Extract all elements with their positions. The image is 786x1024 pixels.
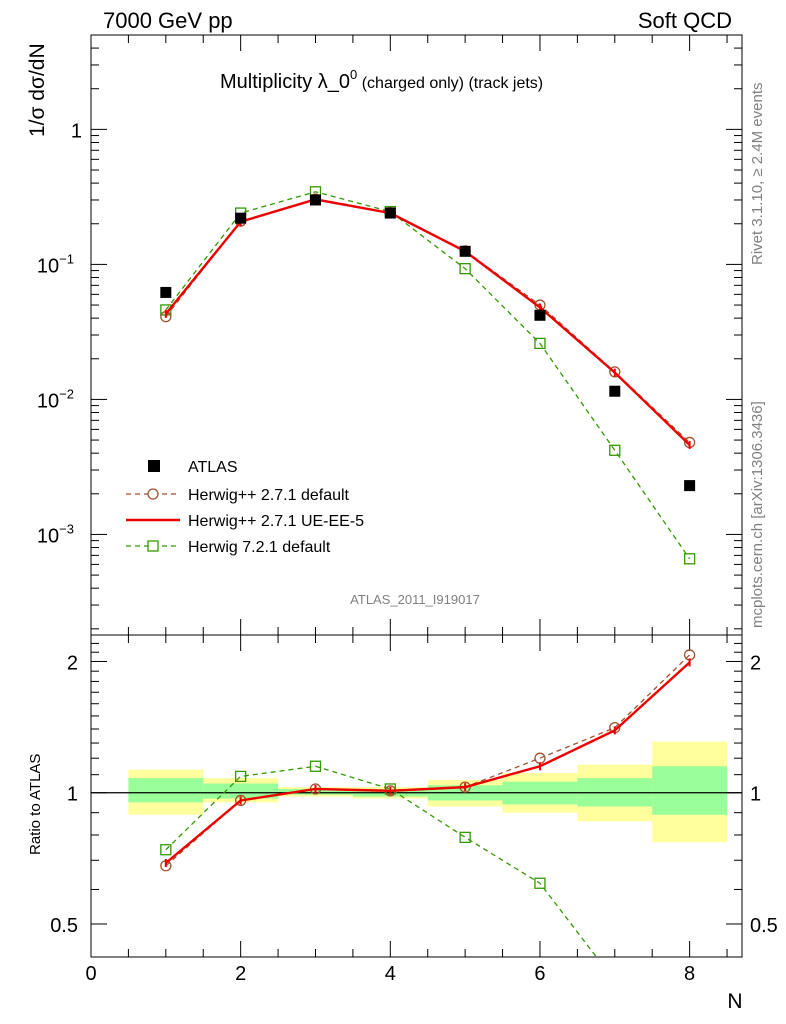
series-ratio-point [610, 976, 620, 986]
legend: ATLAS Herwig++ 2.7.1 default Herwig++ 2.7.… [126, 459, 364, 556]
ratio-tick-label-right: 1 [750, 784, 761, 806]
y-tick-label: 10−2 [37, 386, 74, 412]
y-tick-label-exponent: −1 [59, 251, 74, 266]
ratio-error-bands [91, 741, 742, 843]
ratio-band-green [203, 783, 279, 799]
atlas-data-point [384, 207, 396, 219]
x-tick-label: 6 [534, 963, 545, 985]
chart-title-suffix: (charged only) (track jets) [357, 75, 543, 92]
series-ratio-point [459, 831, 471, 844]
source-label: mcplots.cern.ch [arXiv:1306.3436] [749, 401, 766, 628]
atlas-data-point [609, 385, 621, 397]
ratio-tick-label-left: 1 [67, 784, 78, 806]
y-tick-label-base: 10 [37, 390, 59, 412]
series-ratio-line [165, 654, 691, 867]
y-tick-label-exponent: −2 [59, 386, 74, 401]
atlas-data-point [309, 194, 321, 206]
ratio-plot-frame [90, 634, 743, 958]
legend-marker [148, 460, 160, 472]
y-tick-label-base: 10 [37, 525, 59, 547]
series-point [459, 263, 471, 275]
series-ratio [164, 658, 691, 867]
x-tick-label: 2 [235, 963, 246, 985]
ratio-tick-label-left: 2 [67, 652, 78, 674]
legend-marker [147, 540, 159, 552]
y-tick-label: 10−3 [37, 521, 74, 547]
series-line [165, 191, 691, 560]
series-ratio-point [534, 877, 546, 889]
series-atlas [160, 194, 696, 492]
header-energy: 7000 GeV pp [103, 8, 233, 33]
header-category: Soft QCD [638, 8, 732, 33]
chart-title: Multiplicity λ_00 (charged only) (track … [220, 67, 543, 93]
y-tick-label: 10−1 [37, 251, 74, 277]
rivet-version-label: Rivet 3.1.10, ≥ 2.4M events [749, 83, 766, 266]
axis-ticks: 110−110−210−32 21 10.5 0.50 2 4 6 8 [37, 34, 778, 985]
x-tick-label: 8 [684, 963, 695, 985]
series-layer [160, 186, 696, 986]
ratio-tick-label-right: 0.5 [750, 915, 778, 937]
atlas-data-point [235, 212, 247, 224]
chart-title-superscript: 0 [350, 67, 357, 82]
ratio-tick-label-left: 0.5 [50, 915, 78, 937]
y-tick-label-base: 10 [37, 255, 59, 277]
atlas-data-point [534, 309, 546, 321]
atlas-data-point [684, 480, 696, 492]
atlas-data-point [459, 245, 471, 257]
series-ratio-point [309, 760, 322, 772]
series-point [609, 366, 621, 378]
analysis-id: ATLAS_2011_I919017 [350, 592, 480, 607]
y-tick-label-base: 1 [71, 120, 82, 142]
x-axis-label: N [727, 990, 742, 1013]
series-ratio-line [165, 765, 598, 957]
legend-item: Herwig++ 2.7.1 default [126, 487, 350, 504]
legend-item: ATLAS [148, 459, 238, 476]
series-point [534, 337, 546, 350]
ratio-axis-label: Ratio to ATLAS [27, 754, 44, 855]
series-point [609, 444, 621, 456]
series-ratio-point [160, 844, 172, 856]
y-axis-label: 1/σ dσ/dN [26, 43, 49, 137]
series-line [164, 198, 691, 446]
ratio-band-green [652, 766, 728, 815]
ratio-band-green [128, 778, 204, 803]
x-tick-label: 4 [385, 963, 396, 985]
legend-item: Herwig 7.2.1 default [126, 539, 331, 556]
series-ratio-line [165, 661, 691, 864]
legend-marker [147, 488, 159, 500]
y-tick-label-exponent: −3 [59, 521, 74, 536]
legend-label: Herwig++ 2.7.1 default [188, 487, 350, 504]
series-ratio-point [235, 770, 247, 783]
y-tick-label: 1 [71, 120, 82, 142]
legend-label: Herwig 7.2.1 default [188, 539, 331, 556]
legend-label: ATLAS [188, 459, 238, 476]
legend-item: Herwig++ 2.7.1 UE-EE-5 [126, 513, 364, 530]
series-point [683, 553, 696, 565]
series-ratio [160, 649, 696, 872]
series-line [165, 198, 691, 443]
legend-label: Herwig++ 2.7.1 UE-EE-5 [188, 513, 364, 530]
ratio-tick-label-right: 2 [750, 652, 761, 674]
series-herwig-7-2-1-default [160, 186, 696, 986]
x-tick-label: 0 [85, 963, 96, 985]
chart-title-main: Multiplicity λ_0 [220, 71, 350, 93]
atlas-data-point [160, 286, 172, 298]
